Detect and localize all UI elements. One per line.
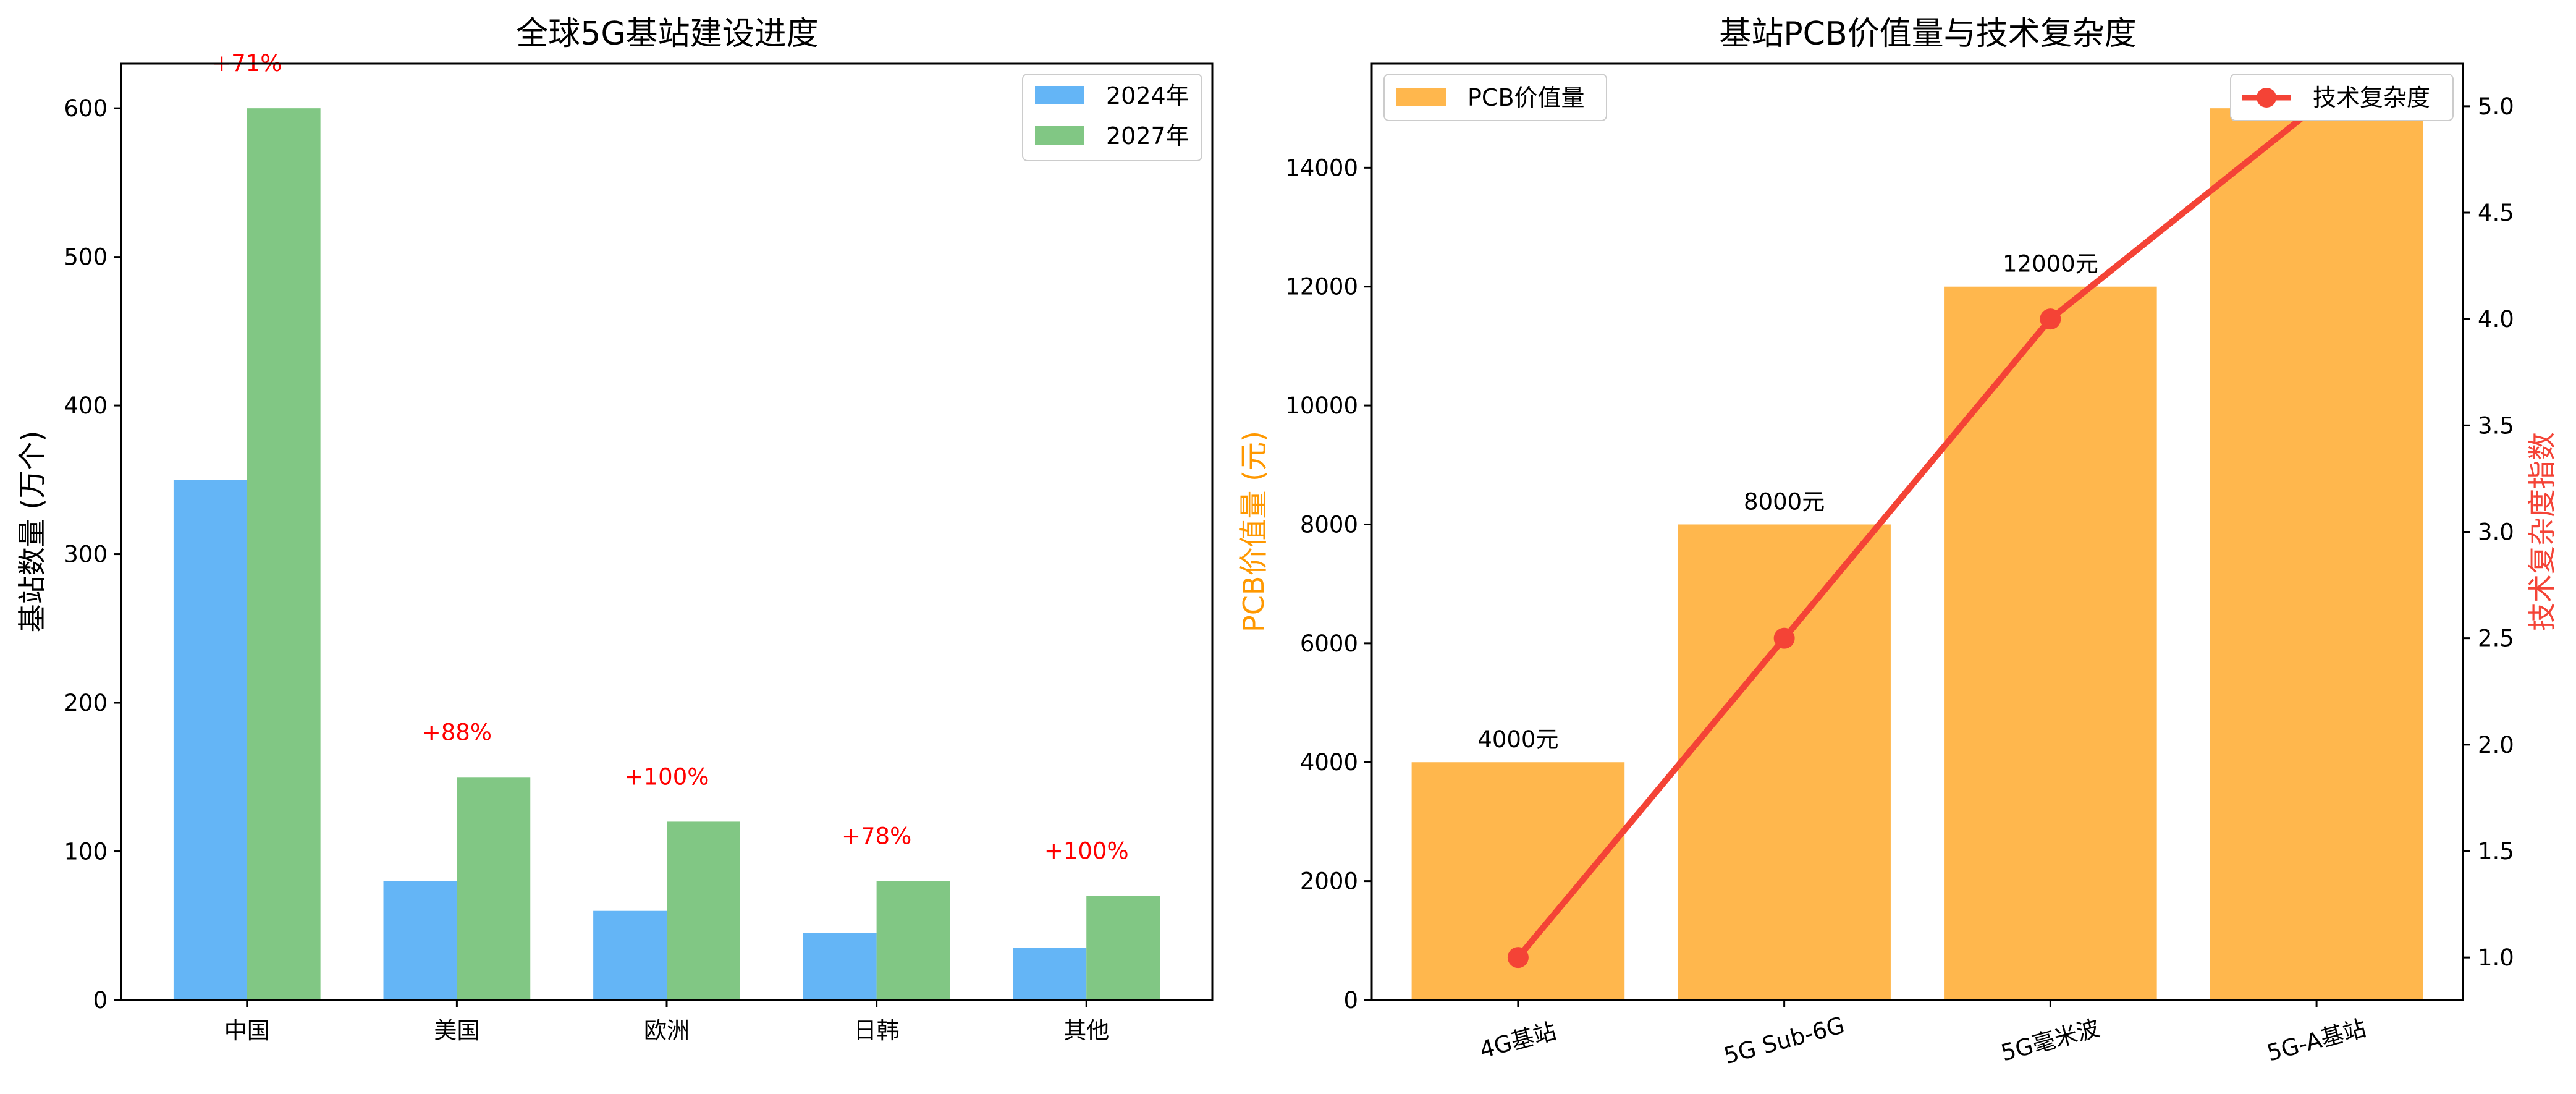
chart2-legend-line: 技术复杂度	[2230, 74, 2454, 121]
y-tick-label: 600	[64, 95, 108, 122]
chart1-y-axis-label: 基站数量 (万个)	[15, 431, 49, 633]
x-tick-label: 欧洲	[644, 1017, 690, 1044]
y-tick-label: 6000	[1300, 630, 1358, 657]
bar-2024-1	[383, 881, 457, 1000]
bar-pcb-value-3	[2210, 108, 2423, 1001]
chart2-legend-line-box	[2230, 74, 2454, 121]
bar-value-label: 12000元	[2003, 251, 2098, 278]
chart1-legend-label-2027: 2027年	[1106, 122, 1189, 150]
y2-tick-label: 2.5	[2478, 625, 2514, 652]
y-tick-label: 400	[64, 392, 108, 419]
chart2-bars	[1411, 108, 2423, 1001]
bar-pcb-value-1	[1678, 524, 1891, 1000]
y-tick-label: 500	[64, 244, 108, 271]
complexity-point-2	[2040, 308, 2061, 330]
chart2-y-ticks: 0 2000 4000 6000 8000 10000 12000 14000	[1285, 155, 1372, 1014]
chart1-bars	[173, 108, 1160, 1001]
y-tick-label: 2000	[1300, 868, 1358, 895]
complexity-line-path	[1516, 103, 2319, 960]
chart2-title: 基站PCB价值量与技术复杂度	[1719, 15, 2136, 53]
chart2-y2-ticks: 1.0 1.5 2.0 2.5 3.0 3.5 4.0 4.5 5.0	[2463, 93, 2514, 971]
chart1-legend-swatch-2027	[1035, 126, 1084, 145]
y-tick-label: 10000	[1285, 392, 1358, 419]
y2-tick-label: 3.5	[2478, 412, 2514, 439]
chart2-legend-swatch-marker	[2257, 88, 2276, 108]
bar-2027-2	[667, 821, 740, 1000]
chart2-legend-label-pcb: PCB价值量	[1467, 84, 1585, 111]
x-tick-label: 日韩	[854, 1017, 900, 1044]
y2-tick-label: 4.0	[2478, 306, 2514, 333]
chart-construction-progress: 全球5G基站建设进度 +71%+88%+100%+78%+100% 010020…	[15, 15, 1214, 1044]
chart1-legend-swatch-2024	[1035, 86, 1084, 104]
chart-pcb-value-complexity: 基站PCB价值量与技术复杂度 4000元8000元12000元15000元 02…	[1237, 15, 2559, 1069]
chart2-legend-swatch-pcb	[1396, 88, 1446, 106]
y-tick-label: 100	[64, 839, 108, 865]
chart1-title: 全球5G基站建设进度	[516, 15, 818, 53]
chart1-annotations: +71%+88%+100%+78%+100%	[212, 50, 1128, 865]
bar-2024-4	[1013, 948, 1087, 1000]
bar-2024-2	[593, 910, 667, 1000]
bar-2027-3	[876, 881, 950, 1000]
y-tick-label: 12000	[1285, 274, 1358, 300]
growth-annotation: +100%	[1044, 838, 1129, 865]
chart2-legend-bar: PCB价值量	[1383, 74, 1607, 121]
bar-2024-0	[173, 480, 247, 1000]
y2-tick-label: 1.5	[2478, 838, 2514, 865]
y2-tick-label: 1.0	[2478, 944, 2514, 971]
x-tick-label: 中国	[224, 1017, 270, 1044]
y2-tick-label: 5.0	[2478, 93, 2514, 120]
x-tick-label: 其他	[1063, 1017, 1109, 1044]
bar-2027-4	[1086, 896, 1160, 1000]
complexity-point-1	[1773, 627, 1795, 649]
growth-annotation: +100%	[625, 763, 709, 790]
bar-pcb-value-2	[1944, 286, 2157, 1000]
chart1-legend: 2024年 2027年	[1022, 74, 1202, 161]
bar-value-label: 4000元	[1477, 726, 1558, 753]
chart2-legend-label-complexity: 技术复杂度	[2313, 84, 2430, 111]
y-tick-label: 200	[64, 690, 108, 716]
chart1-y-ticks: 0 100 200 300 400 500 600	[64, 95, 121, 1014]
bar-value-label: 8000元	[1744, 488, 1825, 515]
chart2-y2-axis-label: 技术复杂度指数	[2525, 432, 2559, 631]
y2-tick-label: 3.0	[2478, 519, 2514, 546]
y-tick-label: 0	[93, 987, 108, 1014]
growth-annotation: +78%	[842, 823, 911, 850]
chart2-legend-bar-box	[1383, 74, 1607, 121]
y-tick-label: 4000	[1300, 749, 1358, 776]
complexity-point-0	[1507, 947, 1529, 969]
y-tick-label: 0	[1343, 987, 1358, 1014]
bar-2027-1	[457, 777, 531, 1000]
chart2-y-axis-label: PCB价值量 (元)	[1237, 431, 1270, 632]
bar-2027-0	[247, 108, 321, 1001]
growth-annotation: +88%	[422, 719, 492, 745]
chart1-x-ticks: 中国 美国 欧洲 日韩 其他	[224, 1000, 1109, 1044]
y-tick-label: 8000	[1300, 511, 1358, 538]
bar-2024-3	[803, 933, 877, 1000]
chart1-legend-label-2024: 2024年	[1106, 82, 1189, 109]
y2-tick-label: 2.0	[2478, 732, 2514, 758]
y2-tick-label: 4.5	[2478, 200, 2514, 226]
y-tick-label: 14000	[1285, 155, 1358, 181]
y-tick-label: 300	[64, 541, 108, 568]
x-tick-label: 美国	[434, 1017, 479, 1044]
